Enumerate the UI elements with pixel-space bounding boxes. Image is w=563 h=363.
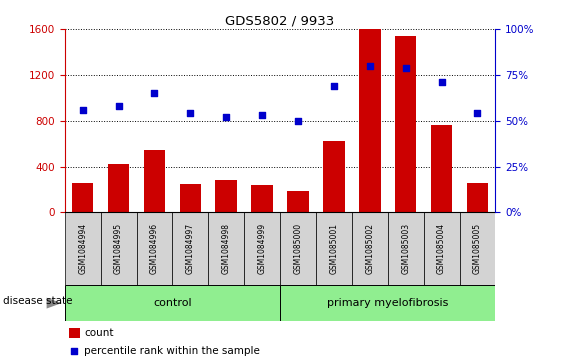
Bar xyxy=(431,125,452,212)
Text: GSM1085000: GSM1085000 xyxy=(293,223,302,274)
Point xyxy=(401,65,410,70)
Bar xyxy=(467,183,488,212)
Text: GSM1085004: GSM1085004 xyxy=(437,223,446,274)
Bar xyxy=(72,183,93,212)
Point xyxy=(78,107,87,113)
Bar xyxy=(316,212,352,285)
Text: GSM1084994: GSM1084994 xyxy=(78,223,87,274)
Point xyxy=(222,114,231,120)
Bar xyxy=(172,212,208,285)
Text: GSM1085001: GSM1085001 xyxy=(329,223,338,274)
Bar xyxy=(137,212,172,285)
Text: GSM1085003: GSM1085003 xyxy=(401,223,410,274)
Bar xyxy=(65,285,280,321)
Bar xyxy=(287,191,309,212)
Bar xyxy=(144,151,166,212)
Point xyxy=(329,83,338,89)
Bar xyxy=(108,164,129,212)
Bar xyxy=(65,212,101,285)
Text: GSM1084997: GSM1084997 xyxy=(186,223,195,274)
Text: count: count xyxy=(84,328,114,338)
Bar xyxy=(359,29,381,212)
Bar xyxy=(101,212,137,285)
Bar xyxy=(388,212,424,285)
Bar xyxy=(216,180,237,212)
Bar xyxy=(251,185,273,212)
Bar xyxy=(208,212,244,285)
Point xyxy=(150,90,159,96)
Point xyxy=(293,118,302,123)
Text: GSM1084996: GSM1084996 xyxy=(150,223,159,274)
Text: GSM1085002: GSM1085002 xyxy=(365,223,374,274)
Text: primary myelofibrosis: primary myelofibrosis xyxy=(327,298,449,308)
Bar xyxy=(180,184,201,212)
Point xyxy=(186,110,195,116)
Point xyxy=(258,112,267,118)
Text: GSM1084999: GSM1084999 xyxy=(258,223,267,274)
Text: percentile rank within the sample: percentile rank within the sample xyxy=(84,346,260,356)
Text: GSM1084995: GSM1084995 xyxy=(114,223,123,274)
Bar xyxy=(395,36,417,212)
Bar xyxy=(424,212,459,285)
Bar xyxy=(323,141,345,212)
Point xyxy=(365,63,374,69)
Bar xyxy=(459,212,495,285)
Bar xyxy=(280,212,316,285)
Text: control: control xyxy=(153,298,192,308)
Bar xyxy=(280,285,495,321)
Point xyxy=(70,348,79,354)
Text: disease state: disease state xyxy=(3,296,72,306)
Bar xyxy=(244,212,280,285)
Point xyxy=(437,79,446,85)
Bar xyxy=(69,328,80,338)
Text: GSM1084998: GSM1084998 xyxy=(222,223,231,274)
Text: GSM1085005: GSM1085005 xyxy=(473,223,482,274)
Bar xyxy=(352,212,388,285)
Title: GDS5802 / 9933: GDS5802 / 9933 xyxy=(225,15,335,28)
Polygon shape xyxy=(47,298,61,309)
Point xyxy=(114,103,123,109)
Point xyxy=(473,110,482,116)
